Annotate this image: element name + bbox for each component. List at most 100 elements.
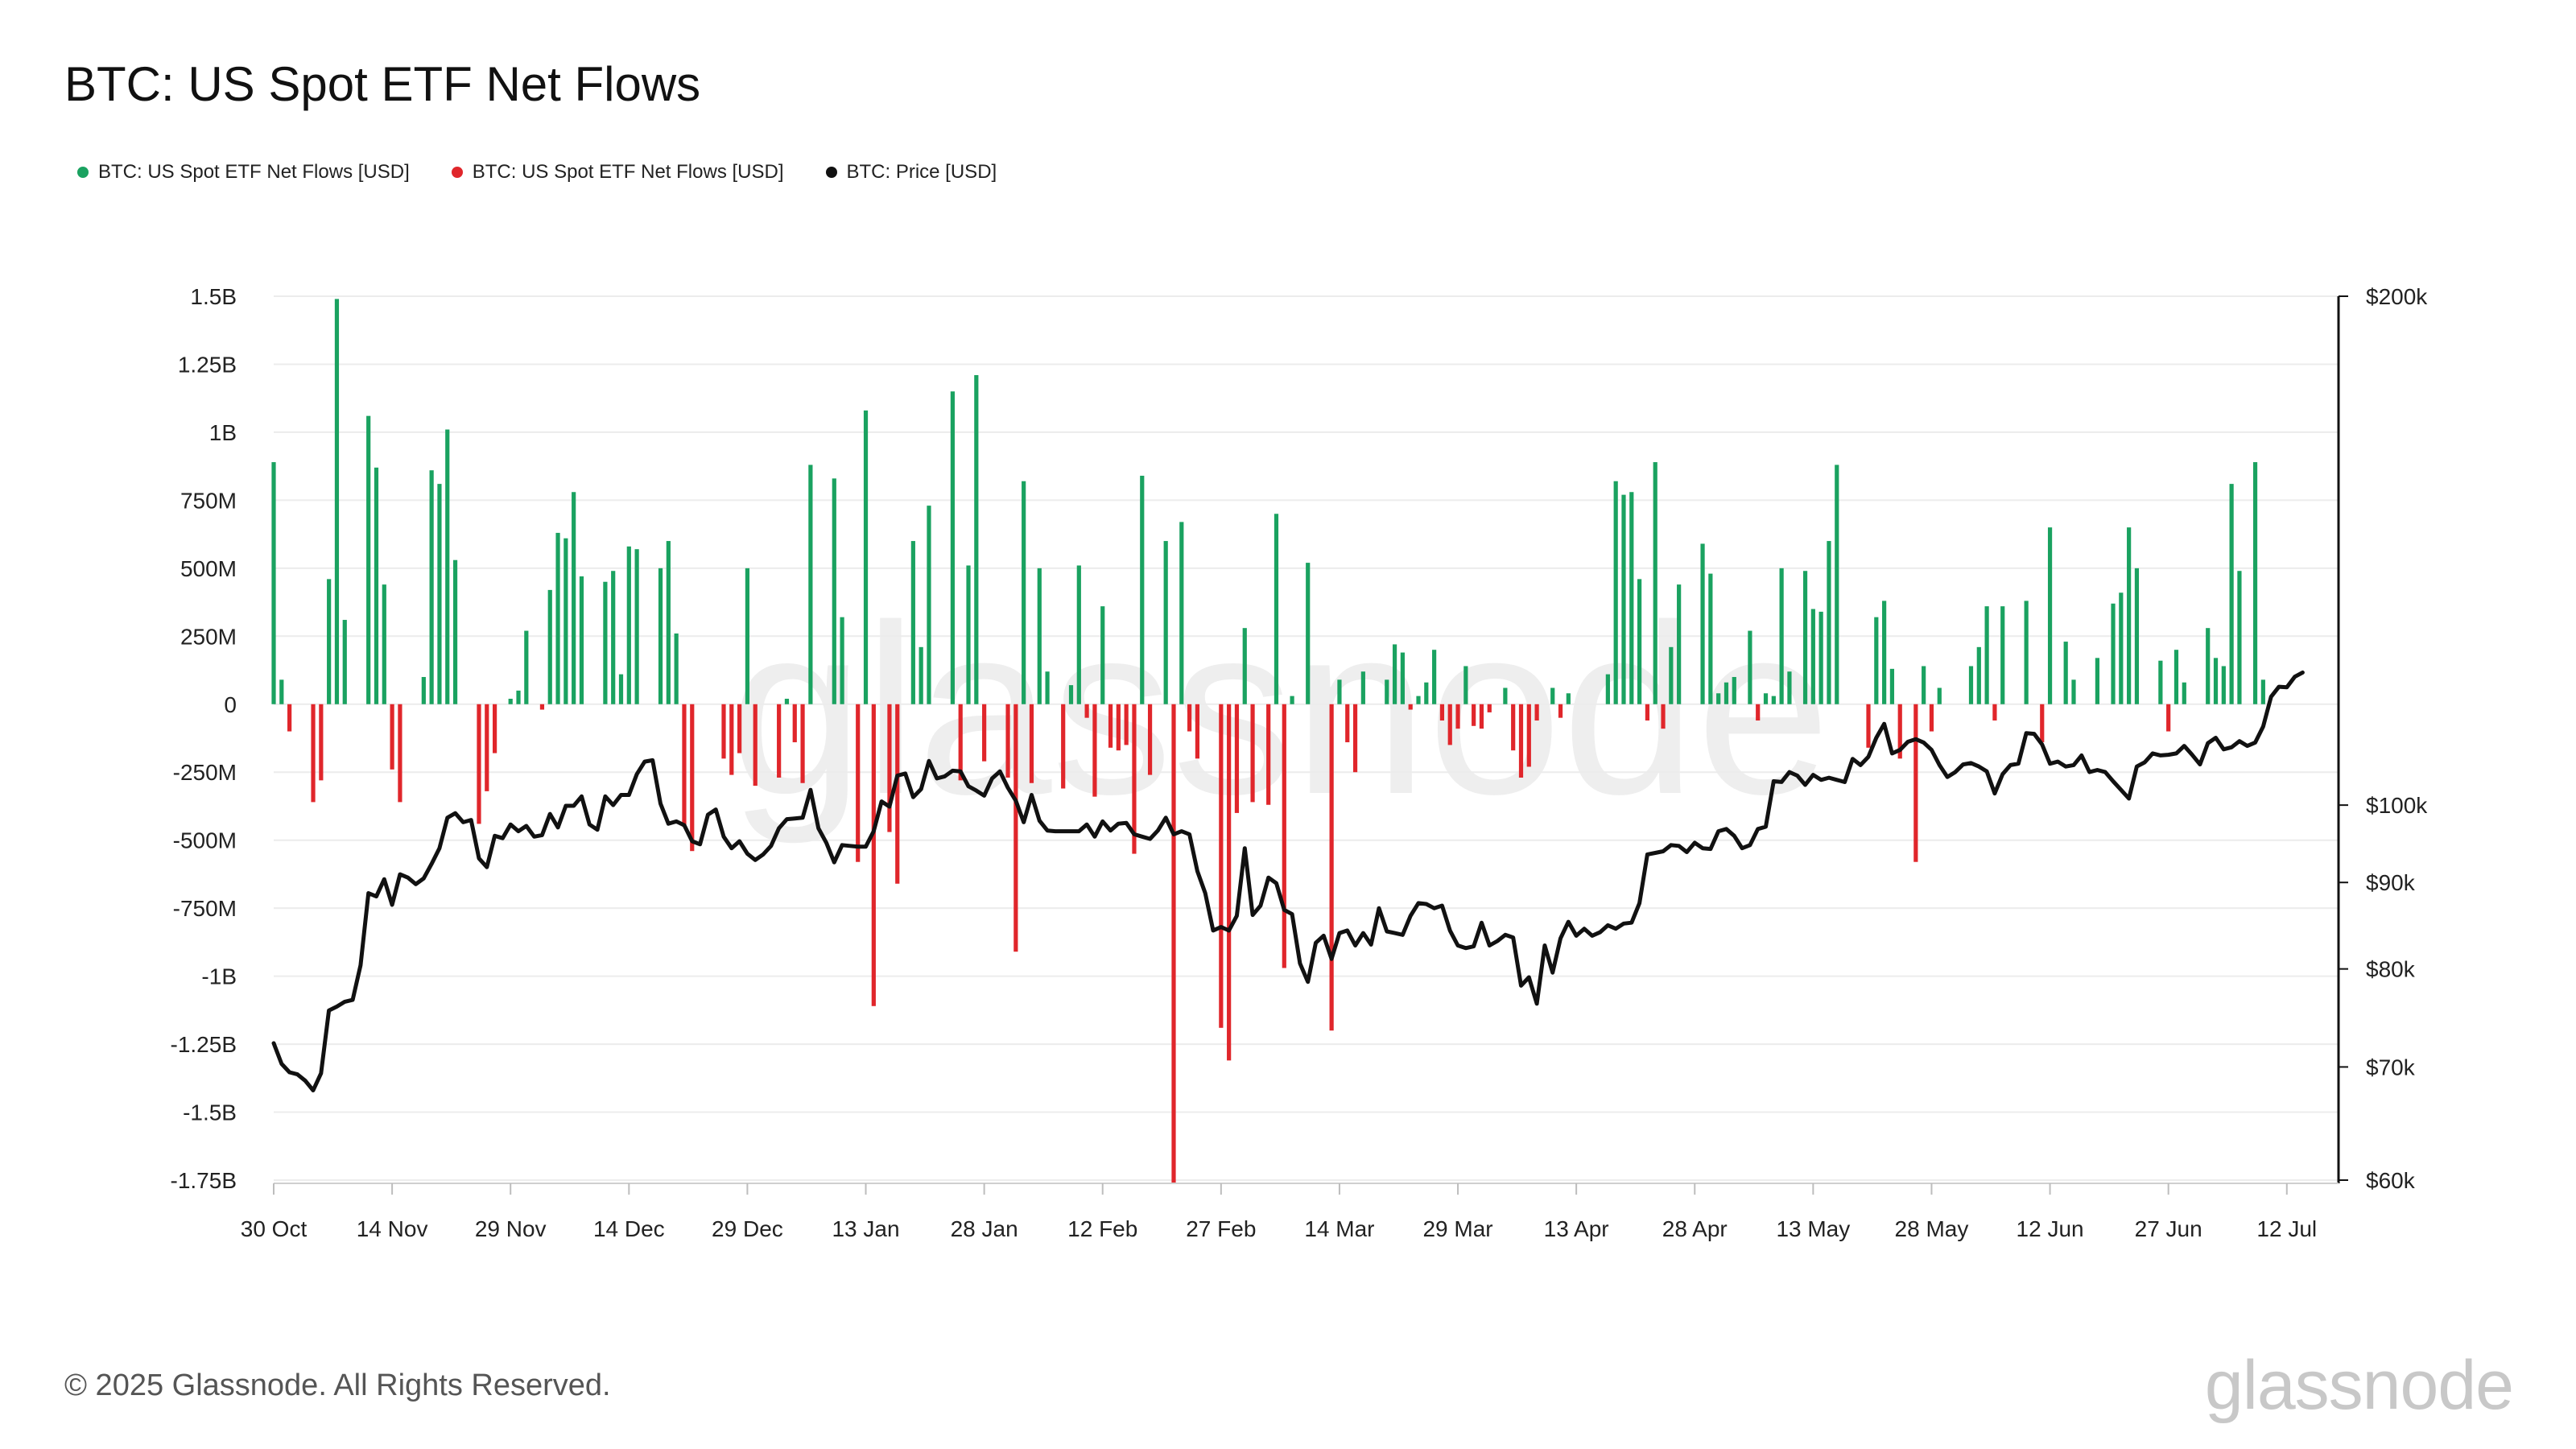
inflow-bar	[579, 576, 584, 704]
inflow-bar	[547, 589, 552, 704]
inflow-bar	[2000, 606, 2005, 704]
inflow-bar	[1937, 687, 1942, 704]
outflow-bar	[721, 704, 726, 759]
inflow-bar	[327, 579, 332, 704]
outflow-bar	[398, 704, 402, 803]
inflow-bar	[1360, 671, 1365, 704]
y-left-tick-label: -1.5B	[183, 1100, 237, 1125]
outflow-bar	[1345, 704, 1350, 743]
inflow-bar	[1337, 679, 1342, 704]
inflow-bar	[1922, 666, 1926, 704]
inflow-bar	[1140, 475, 1145, 704]
outflow-bar	[1479, 704, 1484, 729]
outflow-bar	[871, 704, 876, 1006]
outflow-bar	[1511, 704, 1516, 751]
inflow-bar	[634, 549, 639, 704]
legend-dot-outflows	[451, 167, 463, 178]
inflow-bar	[1669, 646, 1674, 704]
outflow-bar	[1352, 704, 1358, 773]
x-tick-label: 29 Mar	[1422, 1216, 1492, 1241]
outflow-bar	[1282, 704, 1286, 968]
outflow-bar	[1645, 704, 1650, 721]
y-left-tick-label: 750M	[180, 488, 237, 513]
outflow-bar	[682, 704, 687, 827]
outflow-bar	[2166, 704, 2171, 732]
y-left-tick-label: 1.25B	[178, 352, 237, 377]
inflow-bar	[2229, 484, 2234, 704]
inflow-bar	[840, 617, 844, 704]
x-tick-label: 13 Jan	[832, 1216, 899, 1241]
outflow-bar	[1250, 704, 1255, 803]
legend-item-inflows[interactable]: BTC: US Spot ETF Net Flows [USD]	[77, 161, 410, 184]
inflow-bar	[1100, 606, 1105, 704]
outflow-bar	[1029, 704, 1034, 783]
outflow-bar	[1124, 704, 1129, 745]
inflow-bar	[2221, 666, 2226, 704]
price-line	[271, 670, 2305, 1092]
outflow-bar	[2040, 704, 2045, 743]
outflow-bar	[1518, 704, 1524, 778]
inflow-bar	[1274, 514, 1279, 704]
inflow-bar	[1045, 671, 1050, 704]
x-tick-label: 12 Jun	[2017, 1216, 2084, 1241]
inflow-bar	[1550, 687, 1555, 704]
inflow-bar	[1976, 646, 1981, 704]
y-left-tick-label: 1.5B	[190, 284, 237, 309]
inflow-bar	[1503, 687, 1508, 704]
y-right-tick-label: $60k	[2366, 1168, 2416, 1193]
inflow-bar	[784, 699, 790, 704]
outflow-bar	[1266, 704, 1271, 805]
y-left-tick-label: -750M	[173, 896, 237, 921]
inflow-bar	[1068, 685, 1074, 704]
inflow-bar	[1835, 464, 1839, 704]
y-left-tick-label: -500M	[173, 828, 237, 853]
outflow-bar	[1439, 704, 1445, 721]
outflow-bar	[1472, 704, 1476, 726]
outflow-bar	[753, 704, 758, 786]
inflow-bar	[1732, 676, 1736, 704]
x-tick-label: 28 Jan	[951, 1216, 1018, 1241]
inflow-bar	[1432, 650, 1437, 704]
inflow-bar	[1022, 481, 1026, 704]
inflow-bar	[452, 559, 458, 704]
x-tick-label: 27 Jun	[2135, 1216, 2202, 1241]
y-right-tick-label: $100k	[2366, 793, 2428, 818]
inflow-bar	[429, 470, 434, 704]
inflow-bar	[1613, 481, 1618, 704]
inflow-bar	[618, 674, 624, 704]
y-right-tick-label: $80k	[2366, 957, 2416, 982]
inflow-bar	[1416, 696, 1421, 704]
legend-dot-inflows	[77, 167, 89, 178]
inflow-bar	[572, 492, 576, 704]
chart-title: BTC: US Spot ETF Net Flows	[64, 57, 701, 111]
inflow-bar	[366, 415, 371, 704]
inflow-bar	[1653, 462, 1657, 704]
inflow-bar	[2252, 462, 2258, 704]
inflow-bar	[1724, 682, 1729, 704]
outflow-bar	[982, 704, 987, 762]
outflow-bar	[1195, 704, 1200, 759]
inflow-bar	[626, 546, 631, 704]
inflow-bar	[1787, 671, 1792, 704]
inflow-bar	[1637, 579, 1642, 704]
inflow-bar	[745, 568, 750, 704]
legend-item-outflows[interactable]: BTC: US Spot ETF Net Flows [USD]	[451, 161, 784, 184]
inflow-bar	[421, 676, 426, 704]
outflow-bar	[1013, 704, 1018, 952]
inflow-bar	[1290, 696, 1294, 704]
inflow-bar	[1677, 584, 1682, 704]
inflow-bar	[1771, 696, 1776, 704]
inflow-bar	[603, 581, 608, 704]
copyright-footer: © 2025 Glassnode. All Rights Reserved.	[64, 1368, 611, 1402]
inflow-bar	[1779, 568, 1784, 704]
inflow-bar	[974, 374, 979, 704]
outflow-bar	[1558, 704, 1563, 718]
x-tick-label: 12 Feb	[1067, 1216, 1137, 1241]
inflow-bar	[2174, 650, 2179, 704]
legend-item-price[interactable]: BTC: Price [USD]	[825, 161, 997, 184]
outflow-bar	[1092, 704, 1097, 797]
inflow-bar	[1716, 693, 1721, 704]
outflow-bar	[287, 704, 292, 732]
outflow-bar	[1526, 704, 1531, 767]
